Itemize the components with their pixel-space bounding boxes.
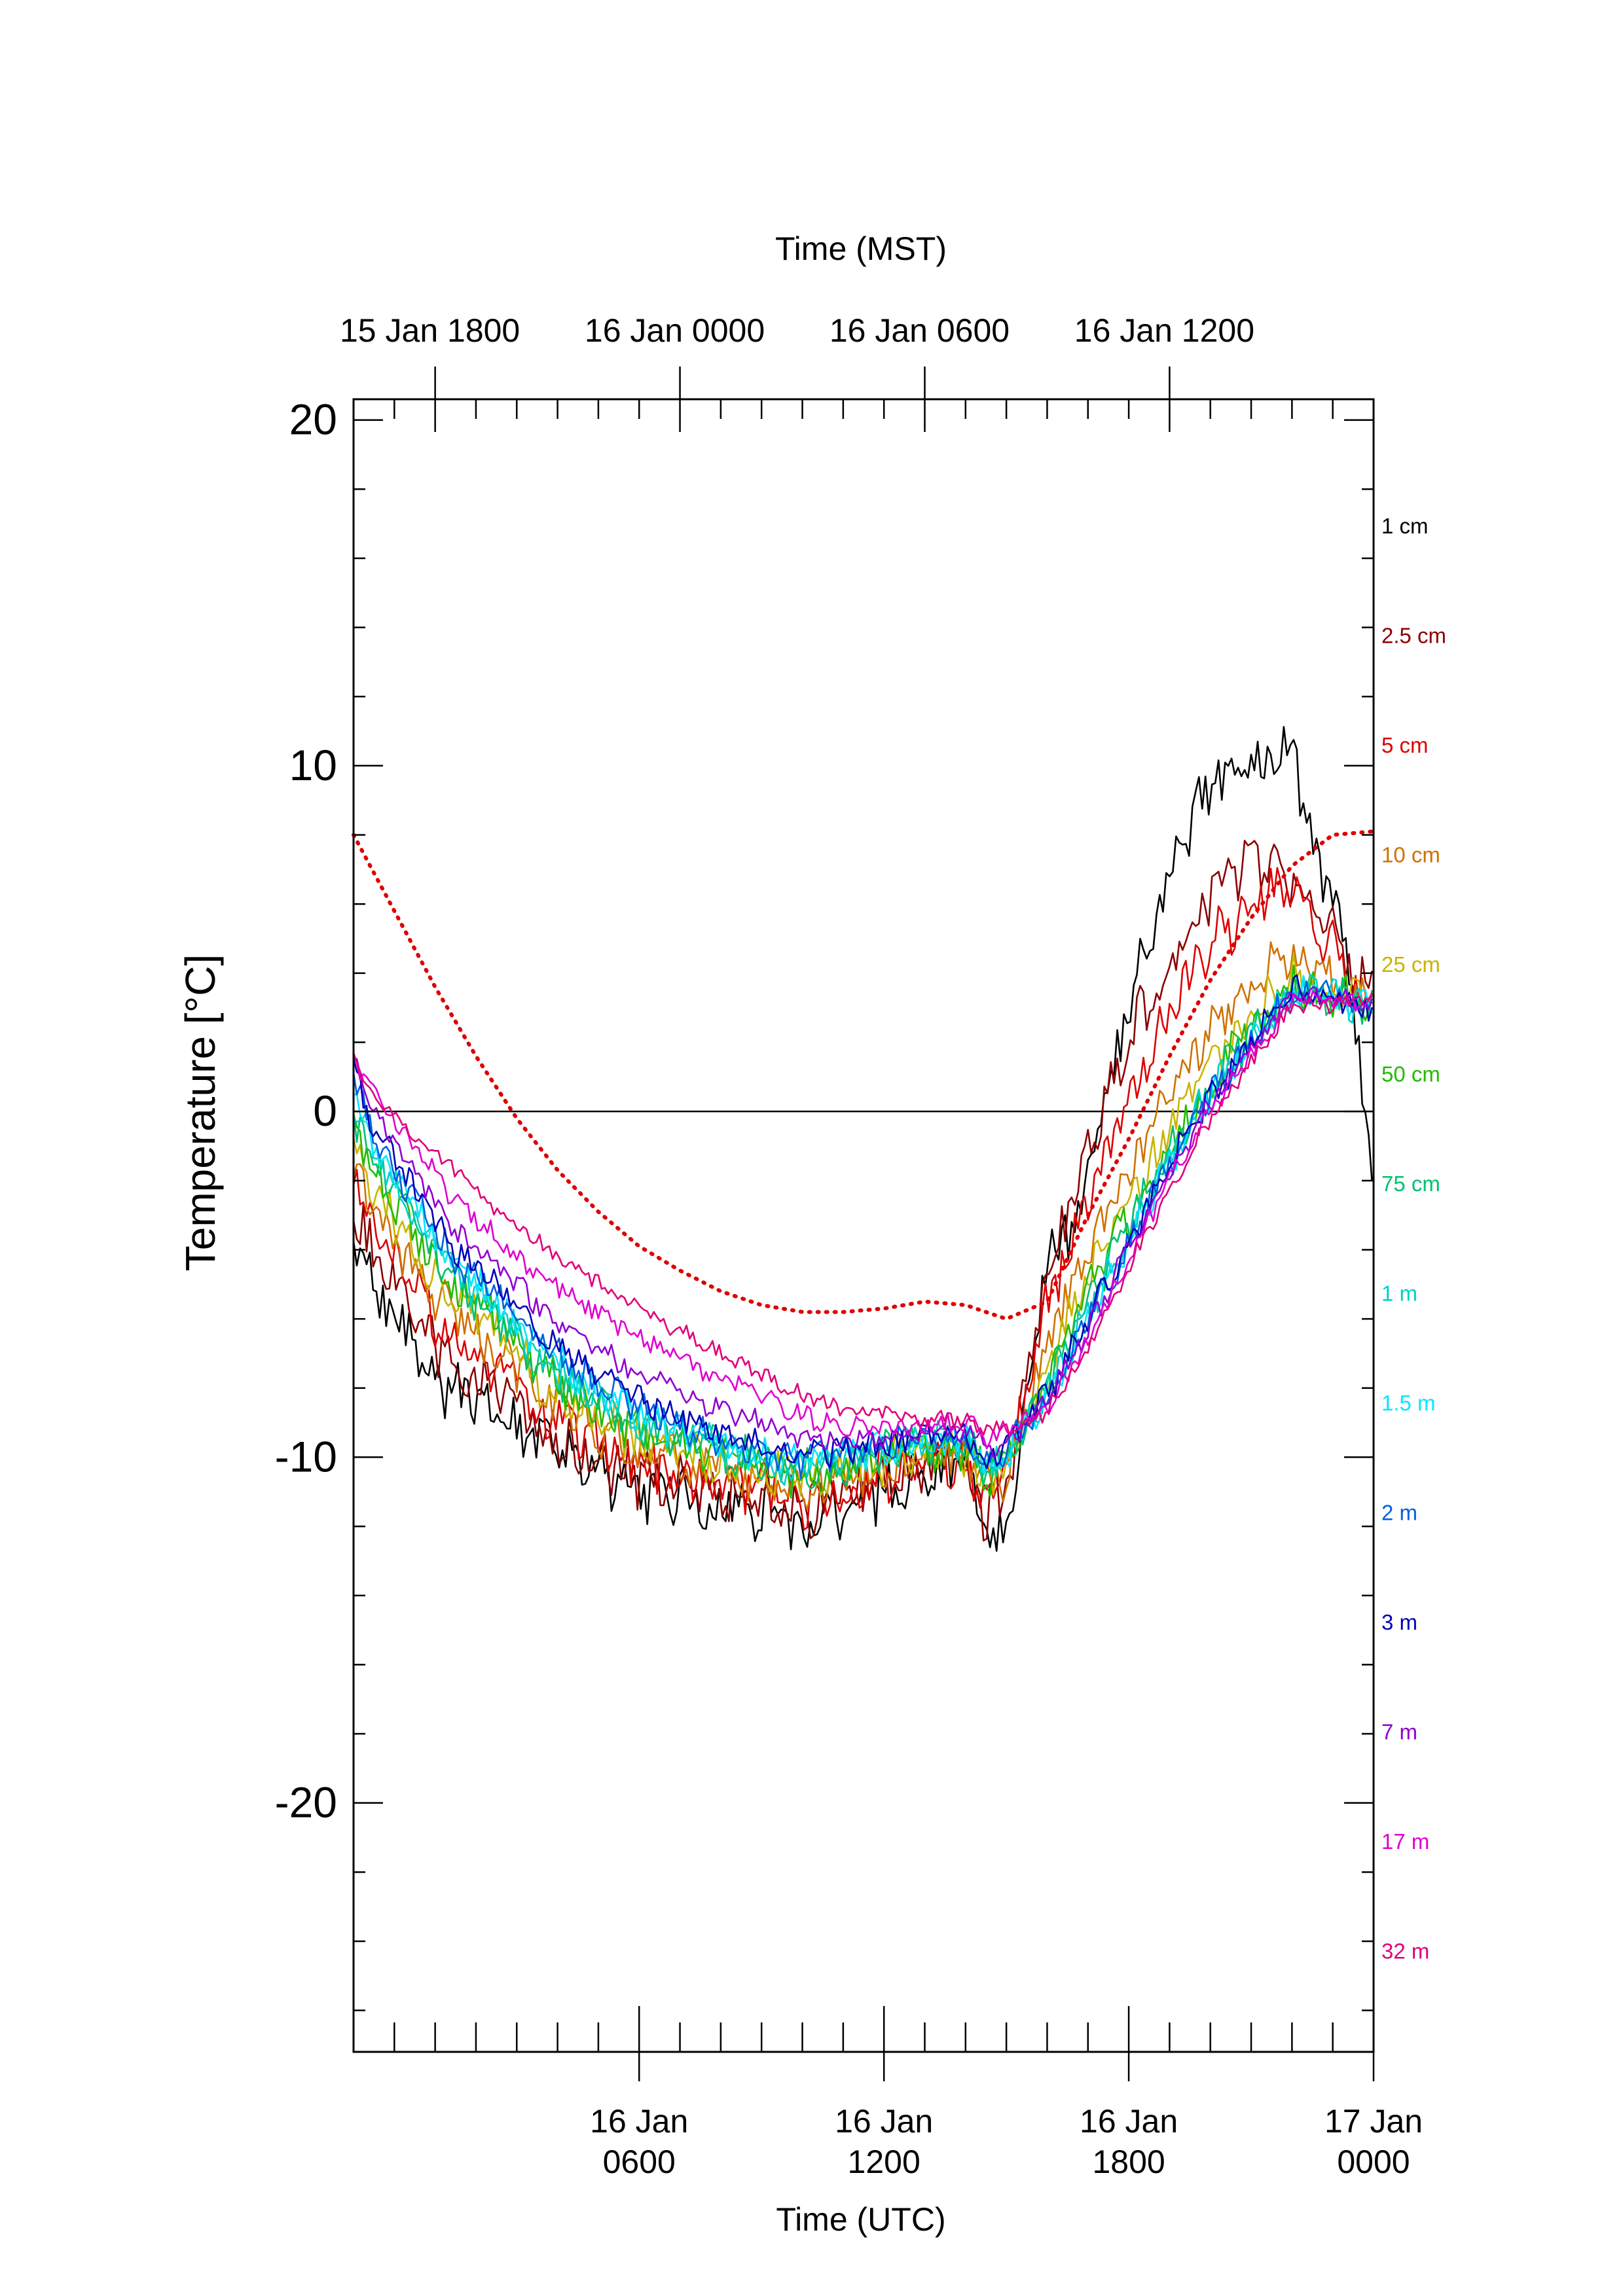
- legend-item: 75 cm: [1381, 1172, 1440, 1196]
- plot-frame: [352, 398, 1375, 2053]
- legend: 1 cm 2.5 cm 5 cm 10 cm 25 cm 50 cm 75 cm 1 m 1.5…: [1381, 514, 1446, 1964]
- legend-item: 2.5 cm: [1381, 624, 1446, 648]
- top-tick-label: 16 Jan 1200: [1074, 312, 1254, 349]
- legend-item: 5 cm: [1381, 733, 1429, 757]
- bottom-tick-label-date: 16 Jan: [835, 2103, 933, 2140]
- legend-item: 10 cm: [1381, 843, 1440, 867]
- series-line-32-m: [352, 992, 1373, 1437]
- top-tick-label: 15 Jan 1800: [340, 312, 520, 349]
- bottom-tick-label-time: 0600: [603, 2144, 676, 2180]
- legend-item: 50 cm: [1381, 1062, 1440, 1086]
- top-tick-label: 16 Jan 0000: [585, 312, 765, 349]
- bottom-tick-label-date: 16 Jan: [590, 2103, 688, 2140]
- series-line-7-m: [353, 986, 1373, 1458]
- legend-item: 7 m: [1381, 1720, 1417, 1744]
- ticks-group: [354, 367, 1375, 2081]
- y-tick-label: -20: [275, 1778, 337, 1827]
- y-tick-label: 20: [289, 395, 337, 444]
- legend-item: 3 m: [1381, 1610, 1417, 1634]
- series-line-17-m: [352, 990, 1373, 1450]
- bottom-tick-label-date: 17 Jan: [1324, 2103, 1423, 2140]
- plot-area: [352, 398, 1375, 2053]
- legend-item: 32 m: [1381, 1939, 1429, 1964]
- bottom-axis-title: Time (UTC): [776, 2201, 945, 2238]
- legend-item: 2 m: [1381, 1501, 1417, 1525]
- series-line-1-cm: [352, 726, 1373, 1552]
- bottom-tick-label-time: 0000: [1337, 2144, 1410, 2180]
- y-axis-title: Temperature [°C]: [177, 954, 224, 1271]
- legend-item: 1.5 m: [1381, 1391, 1436, 1415]
- y-tick-label: -10: [275, 1432, 337, 1480]
- series-line-3-m: [352, 974, 1373, 1470]
- y-tick-label: 10: [289, 741, 337, 789]
- series-line-dotted: [352, 829, 1374, 1321]
- legend-item: 1 cm: [1381, 514, 1429, 538]
- top-tick-label: 16 Jan 0600: [830, 312, 1010, 349]
- series-group: [352, 726, 1374, 1552]
- legend-item: 25 cm: [1381, 952, 1440, 977]
- bottom-tick-label-time: 1200: [848, 2144, 921, 2180]
- series-line-5-cm: [352, 867, 1373, 1531]
- top-axis-title: Time (MST): [775, 230, 947, 267]
- series-line-25-cm: [352, 953, 1373, 1497]
- series-line-2-5-cm: [352, 840, 1373, 1542]
- legend-item: 17 m: [1381, 1829, 1429, 1854]
- bottom-tick-label-time: 1800: [1092, 2144, 1165, 2180]
- legend-item: 1 m: [1381, 1282, 1417, 1306]
- bottom-tick-label-date: 16 Jan: [1080, 2103, 1178, 2140]
- series-line-2-m: [352, 979, 1373, 1480]
- y-tick-label: 0: [313, 1086, 337, 1135]
